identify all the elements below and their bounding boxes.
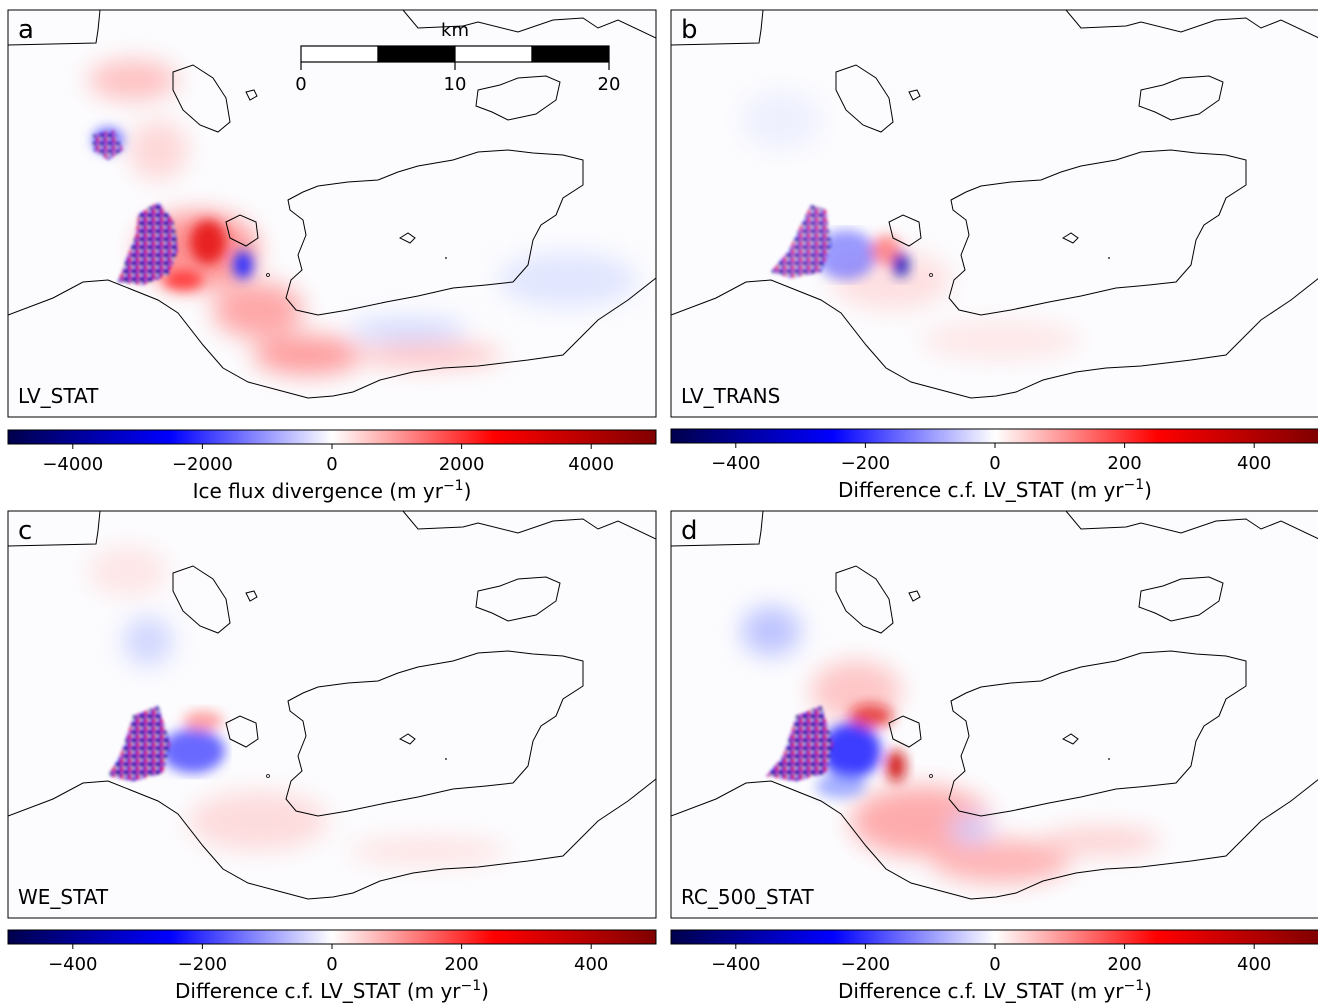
colorbar-gradient (7, 929, 657, 945)
map-frame (670, 510, 1318, 919)
colorbar-tick-label: 400 (1237, 453, 1271, 474)
experiment-label: RC_500_STAT (681, 885, 815, 909)
scale-bar-tick-label: 0 (295, 74, 306, 95)
colorbar-label: Difference c.f. LV_STAT (m yr−1) (838, 477, 1152, 502)
panel-d: d RC_500_STAT (670, 510, 1318, 919)
colorbar-tick-label: 0 (326, 954, 337, 975)
experiment-label: LV_STAT (18, 384, 99, 408)
colorbar-tick-label: 200 (444, 954, 478, 975)
colorbar-label: Ice flux divergence (m yr−1) (193, 478, 472, 503)
colorbar-tick-label: −400 (711, 954, 760, 975)
colorbar-tick-label: 200 (1107, 954, 1141, 975)
panel-a: a LV_STAT km 0 10 20 (7, 9, 657, 418)
panel-letter: d (681, 516, 698, 546)
colorbar: −4000 −2000 0 2000 4000 Ice flux divergence (… (7, 429, 657, 503)
colorbar-gradient (670, 929, 1318, 945)
colorbar-tick-label: −200 (178, 954, 227, 975)
colorbar-gradient (7, 429, 657, 445)
colorbar-tick-label: 400 (1237, 954, 1271, 975)
colorbar: −400 −200 0 200 400 Difference c.f. LV_STAT (… (7, 929, 657, 1003)
colorbar-tick-label: 2000 (439, 454, 485, 475)
colorbar-gradient (670, 428, 1318, 444)
map-frame (670, 9, 1318, 418)
scale-bar-tick-label: 20 (598, 74, 621, 95)
panel-c: c WE_STAT (7, 510, 657, 919)
panel-letter: c (18, 516, 32, 546)
colorbar-label: Difference c.f. LV_STAT (m yr−1) (838, 978, 1152, 1003)
colorbar-label: Difference c.f. LV_STAT (m yr−1) (175, 978, 489, 1003)
scale-bar-tick-label: 10 (444, 74, 467, 95)
colorbar-tick-label: −4000 (42, 454, 103, 475)
colorbar-tick-label: 400 (574, 954, 608, 975)
colorbar-tick-label: 0 (989, 954, 1000, 975)
colorbar-tick-label: −400 (711, 453, 760, 474)
map-frame (7, 9, 657, 418)
colorbar-tick-label: 0 (989, 453, 1000, 474)
scale-bar-unit: km (441, 20, 469, 41)
panel-letter: a (18, 15, 34, 45)
colorbar-tick-label: −200 (841, 453, 890, 474)
experiment-label: WE_STAT (18, 885, 109, 909)
colorbar: −400 −200 0 200 400 Difference c.f. LV_STAT (… (670, 428, 1318, 502)
colorbar-tick-label: −400 (48, 954, 97, 975)
colorbar-tick-label: 4000 (568, 454, 614, 475)
colorbar-tick-label: −200 (841, 954, 890, 975)
colorbar-tick-label: 0 (326, 454, 337, 475)
colorbar-tick-label: −2000 (172, 454, 233, 475)
map-frame (7, 510, 657, 919)
colorbar: −400 −200 0 200 400 Difference c.f. LV_STAT (… (670, 929, 1318, 1003)
scale-bar: km 0 10 20 (295, 20, 620, 95)
panel-b: b LV_TRANS (670, 9, 1318, 418)
panel-letter: b (681, 15, 698, 45)
experiment-label: LV_TRANS (681, 384, 780, 408)
colorbar-tick-label: 200 (1107, 453, 1141, 474)
